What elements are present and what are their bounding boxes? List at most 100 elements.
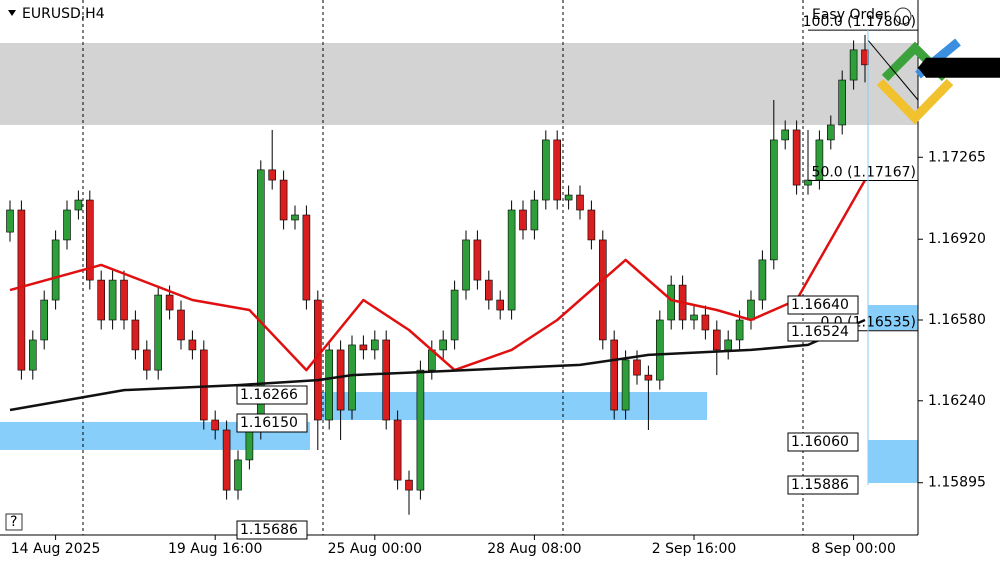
price-label: 1.16150 [240,415,298,431]
candle-body [108,279,117,321]
candle-body [792,129,801,186]
candle-body [336,349,345,411]
candle-body [17,209,26,371]
candle-body [6,209,14,233]
candle-body [325,349,334,421]
x-tick-label: 19 Aug 16:00 [168,541,262,557]
candle-body [211,419,219,431]
price-label: 1.16266 [240,387,298,403]
candle-body [655,319,664,381]
candle-body [86,199,94,281]
x-tick-label: 8 Sep 00:00 [811,541,896,557]
candle-body [462,239,470,291]
price-label-box [787,322,859,342]
candle-body [576,194,584,211]
candle-body [724,339,733,351]
price-label: 1.16640 [791,297,849,313]
candle-body [165,294,174,311]
symbol-title: EURUSD,H4 [22,6,105,22]
moving-average [9,179,867,372]
last-price-label: 1.17642 [928,60,986,76]
candle-body [496,299,505,311]
candle-body [781,129,790,141]
candle-body [416,369,425,491]
candle-body [701,314,710,331]
fib-label: 50.0 (1.17167) [812,165,916,181]
candle-body [530,199,539,231]
candle-body [131,319,140,351]
candle-body [758,259,767,301]
candle-body [120,279,128,321]
candle-body [279,179,288,221]
candle-body [735,319,744,341]
candle-body [370,339,379,351]
candle-body [473,239,482,281]
y-tick-label: 1.16240 [928,393,986,409]
x-tick-label: 25 Aug 00:00 [328,541,422,557]
x-tick-label: 2 Sep 16:00 [652,541,737,557]
candle-body [40,299,49,341]
candle-body [268,169,277,181]
candle-body [849,49,858,81]
candle-body [245,429,254,461]
candle-body [564,194,573,201]
candle-body [359,344,368,351]
candle-body [405,479,413,491]
x-tick-label: 28 Aug 08:00 [487,541,581,557]
candle-body [826,124,835,141]
price-label-box [787,295,859,315]
y-tick-label: 1.16580 [928,312,986,328]
candle-body [291,214,299,221]
y-tick-label: 1.15895 [928,475,986,491]
easy-order-icon[interactable] [894,7,912,25]
price-label-box [236,520,308,540]
candle-body [598,239,607,341]
zone [868,305,918,330]
candle-body [28,339,37,371]
y-tick-label: 1.16920 [928,231,986,247]
price-label-box [236,413,308,433]
candle-body [154,294,162,371]
candle-body [450,289,459,341]
candle-body [484,279,493,301]
candle-body [188,339,197,351]
price-label-box [236,385,308,405]
x-tick-label: 14 Aug 2025 [11,541,101,557]
candle-body [143,349,151,371]
price-label-box [787,475,859,495]
candle-body [712,329,721,351]
candle-body [861,49,869,66]
zone [0,42,918,125]
price-label: 1.16524 [791,324,849,340]
logo-part [876,78,954,125]
plot [6,34,869,515]
menu-arrow[interactable] [8,10,16,16]
moving-average [9,318,866,412]
candle-body [621,359,630,411]
candle-body [519,209,527,231]
price-label-box [787,432,859,452]
candle-body [633,359,641,376]
price-label: 1.15886 [791,477,849,493]
candle-body [690,314,698,321]
candle-body [667,284,676,321]
candle-body [234,459,242,491]
candle-body [97,279,105,321]
candle-body [348,344,356,411]
help-icon[interactable]: ? [10,514,17,530]
zone [315,391,707,421]
candle-body [610,339,619,411]
candle-body [553,139,562,201]
fib-label: 100.0 (1.17800) [803,14,916,30]
candle-body [838,79,847,126]
price-label: 1.16060 [791,434,849,450]
last-price-tag [918,57,1000,78]
candle-body [769,139,778,261]
easy-order[interactable]: Easy Order [812,7,889,23]
candle-body [747,299,755,321]
help-button[interactable] [5,513,23,531]
fib-trend [867,39,919,101]
candle-body [302,214,311,301]
candle-body [507,209,516,311]
